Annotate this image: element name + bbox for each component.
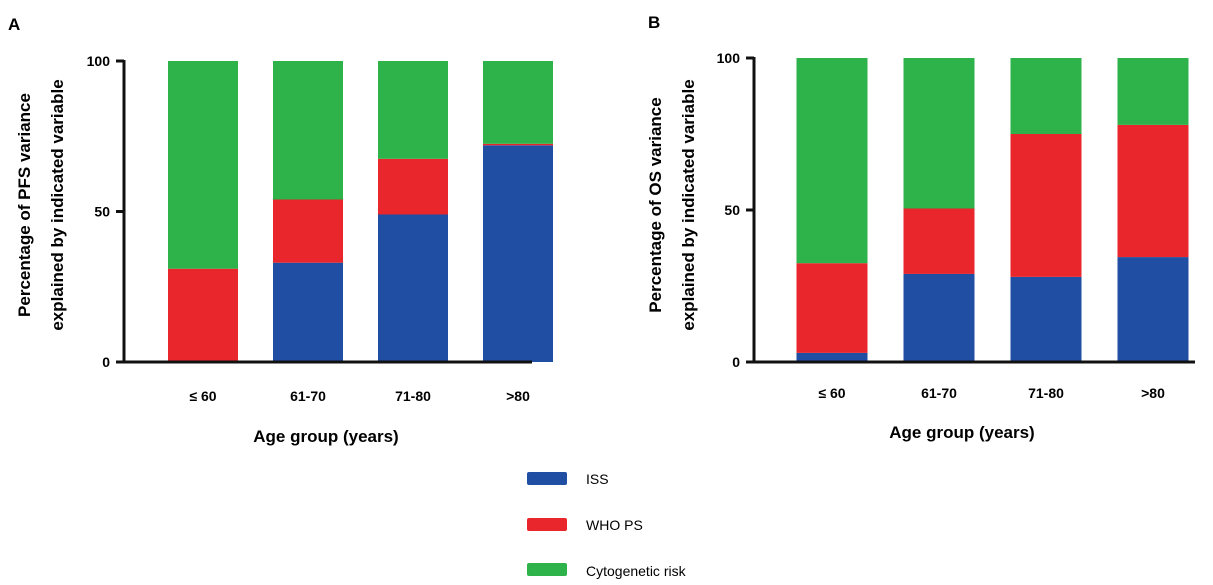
bar-b-who-ps-2 bbox=[1010, 134, 1082, 277]
bar-a-who-ps-0 bbox=[168, 268, 238, 362]
bar-a-cytogenetic-risk-1 bbox=[273, 61, 343, 200]
bar-b-cytogenetic-risk-1 bbox=[903, 58, 975, 209]
bar-a-iss-2 bbox=[378, 214, 448, 362]
bar-b-cytogenetic-risk-0 bbox=[796, 58, 868, 264]
y-tick-label-b-1: 50 bbox=[724, 202, 740, 218]
y-axis-label-a-line1: Percentage of PFS variance bbox=[15, 93, 34, 317]
y-tick-labels-b: 0 50 100 bbox=[717, 50, 741, 370]
bar-a-who-ps-3 bbox=[483, 143, 553, 146]
y-axis-label-b-line1: Percentage of OS variance bbox=[646, 97, 665, 312]
bar-b-iss-2 bbox=[1010, 276, 1082, 362]
legend-label-cytogenetic-risk: Cytogenetic risk bbox=[586, 563, 687, 579]
y-tick-label-a-2: 100 bbox=[87, 53, 111, 69]
x-axis-label-b: Age group (years) bbox=[889, 423, 1034, 442]
x-tick-labels-b: ≤ 60 61-70 71-80 >80 bbox=[818, 385, 1165, 401]
bar-b-iss-0 bbox=[796, 352, 868, 362]
bar-a-cytogenetic-risk-0 bbox=[168, 61, 238, 269]
panel-letter-a: A bbox=[8, 15, 20, 34]
bar-a-iss-1 bbox=[273, 262, 343, 362]
bar-b-who-ps-3 bbox=[1117, 124, 1189, 258]
bars-b bbox=[796, 58, 1189, 362]
bar-b-who-ps-0 bbox=[796, 263, 868, 353]
chart-panel-b: B Percentage of OS variance explained by… bbox=[646, 13, 1195, 442]
x-tick-label-b-0: ≤ 60 bbox=[818, 385, 845, 401]
y-tick-label-b-2: 100 bbox=[717, 50, 741, 66]
bar-a-iss-3 bbox=[483, 145, 553, 362]
x-tick-label-b-2: 71-80 bbox=[1028, 385, 1064, 401]
y-tick-label-a-1: 50 bbox=[94, 204, 110, 220]
y-tick-label-a-0: 0 bbox=[102, 354, 110, 370]
x-axis-label-a: Age group (years) bbox=[253, 427, 398, 446]
x-tick-label-b-3: >80 bbox=[1141, 385, 1165, 401]
bar-b-iss-1 bbox=[903, 273, 975, 362]
legend: ISS WHO PS Cytogenetic risk bbox=[527, 471, 687, 579]
x-tick-label-b-1: 61-70 bbox=[921, 385, 957, 401]
x-tick-label-a-3: >80 bbox=[506, 388, 530, 404]
legend-swatch-iss bbox=[527, 472, 567, 485]
x-tick-label-a-0: ≤ 60 bbox=[189, 388, 216, 404]
legend-label-iss: ISS bbox=[586, 471, 609, 487]
legend-swatch-who-ps bbox=[527, 518, 567, 531]
y-axis-label-a-line2: explained by indicated variable bbox=[48, 79, 67, 330]
bar-a-who-ps-2 bbox=[378, 158, 448, 215]
legend-swatch-cytogenetic-risk bbox=[527, 563, 567, 576]
bar-a-cytogenetic-risk-3 bbox=[483, 61, 553, 144]
bar-b-cytogenetic-risk-3 bbox=[1117, 58, 1189, 125]
chart-panel-a: A Percentage of PFS variance explained b… bbox=[8, 15, 553, 446]
bar-b-cytogenetic-risk-2 bbox=[1010, 58, 1082, 134]
bar-a-who-ps-1 bbox=[273, 199, 343, 263]
y-axis-label-b-line2: explained by indicated variable bbox=[679, 79, 698, 330]
bars-a bbox=[168, 61, 553, 362]
y-tick-label-b-0: 0 bbox=[732, 354, 740, 370]
axes-a bbox=[116, 59, 532, 364]
axes-b bbox=[746, 56, 1195, 364]
bar-a-cytogenetic-risk-2 bbox=[378, 61, 448, 159]
x-tick-label-a-2: 71-80 bbox=[395, 388, 431, 404]
x-tick-label-a-1: 61-70 bbox=[290, 388, 326, 404]
panel-letter-b: B bbox=[648, 13, 660, 32]
bar-b-who-ps-1 bbox=[903, 208, 975, 274]
y-tick-labels-a: 0 50 100 bbox=[87, 53, 111, 370]
x-tick-labels-a: ≤ 60 61-70 71-80 >80 bbox=[189, 388, 530, 404]
legend-label-who-ps: WHO PS bbox=[586, 517, 643, 533]
bar-b-iss-3 bbox=[1117, 257, 1189, 362]
